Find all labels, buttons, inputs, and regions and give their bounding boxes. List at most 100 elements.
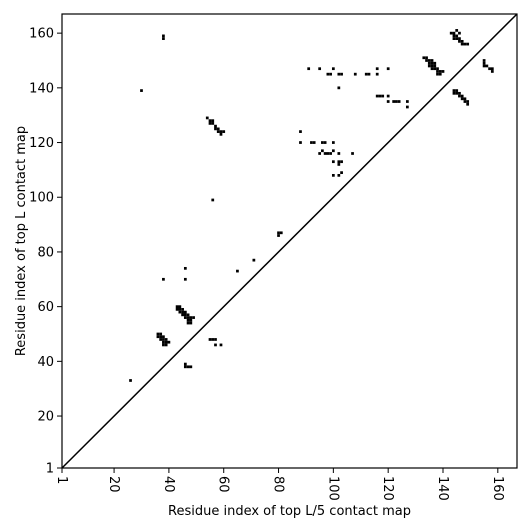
- contact-cell: [455, 34, 459, 38]
- contact-cell: [156, 335, 160, 339]
- contact-cell: [307, 67, 311, 71]
- contact-cell: [452, 91, 456, 95]
- contact-cell: [214, 124, 217, 128]
- contact-cell: [329, 152, 332, 155]
- contact-cell: [436, 67, 439, 71]
- x-tick-label: 60: [216, 476, 231, 493]
- contact-cell: [277, 231, 280, 235]
- y-tick-label: 40: [37, 355, 54, 370]
- contact-cell: [318, 67, 322, 71]
- contact-cell: [178, 308, 182, 311]
- contact-cell: [392, 100, 396, 103]
- contact-cell: [192, 316, 195, 319]
- contact-cell: [466, 102, 470, 106]
- contact-cell: [482, 64, 486, 68]
- y-tick-label: 160: [29, 27, 54, 42]
- contact-cell: [452, 89, 456, 92]
- contact-cell: [183, 362, 187, 366]
- contact-cell: [208, 338, 212, 341]
- contact-cell: [216, 130, 220, 133]
- contact-cell: [427, 64, 431, 68]
- contact-cell: [186, 321, 190, 325]
- y-tick-label: 120: [29, 136, 54, 151]
- contact-cell: [183, 316, 187, 319]
- contact-cell: [164, 340, 168, 344]
- contact-cell: [326, 72, 330, 76]
- contact-cell: [326, 152, 330, 155]
- contact-cell: [159, 335, 163, 339]
- contact-cell: [211, 198, 215, 202]
- contact-cell: [455, 37, 459, 40]
- contact-cell: [351, 152, 354, 155]
- contact-cell: [162, 37, 165, 40]
- contact-cell: [211, 338, 215, 341]
- contact-cell: [460, 39, 464, 43]
- contact-cell: [323, 152, 327, 155]
- contact-cell: [299, 130, 302, 133]
- contact-cell: [189, 321, 193, 325]
- contact-cell: [321, 141, 324, 144]
- contact-cell: [162, 338, 165, 341]
- contact-cell: [463, 100, 467, 103]
- x-tick-label: 120: [380, 476, 395, 501]
- x-tick-label: 40: [161, 476, 176, 493]
- contact-cell: [183, 365, 187, 369]
- contact-cell: [488, 67, 491, 71]
- contact-cell: [458, 91, 461, 95]
- contact-cell: [337, 72, 341, 76]
- contact-cell: [458, 94, 461, 98]
- contact-cell: [436, 70, 439, 73]
- contact-cell: [329, 72, 332, 76]
- contact-cell: [167, 340, 171, 344]
- contact-cell: [337, 173, 341, 177]
- contact-cell: [186, 318, 190, 322]
- contact-cell: [236, 269, 239, 273]
- contact-cell: [490, 70, 494, 73]
- contact-cell: [277, 234, 280, 237]
- contact-cell: [183, 310, 187, 314]
- contact-cell: [433, 67, 437, 71]
- contact-cell: [181, 308, 184, 311]
- contact-cell: [175, 308, 179, 311]
- contact-cell: [441, 70, 445, 73]
- y-tick-label: 140: [29, 81, 54, 96]
- contact-cell: [381, 94, 385, 98]
- contact-cell: [460, 94, 464, 98]
- contact-cell: [252, 258, 256, 262]
- contact-cell: [427, 59, 431, 62]
- contact-cell: [458, 39, 461, 43]
- contact-cell: [455, 89, 459, 92]
- contact-cell: [183, 313, 187, 317]
- contact-cell: [189, 365, 193, 369]
- contact-cell: [186, 365, 190, 369]
- contact-cell: [222, 130, 226, 133]
- x-tick-label: 160: [490, 476, 505, 501]
- contact-cell: [375, 67, 379, 71]
- contact-cell: [340, 171, 343, 174]
- contact-cell: [162, 277, 165, 281]
- contact-cell: [482, 61, 486, 65]
- contact-cell: [189, 318, 193, 322]
- contact-cell: [183, 277, 187, 281]
- contact-cell: [181, 310, 184, 314]
- contact-cell: [178, 305, 182, 309]
- contact-cell: [405, 105, 409, 109]
- contact-cell: [189, 316, 193, 319]
- y-tick-label: 80: [37, 245, 54, 260]
- x-tick-label: 20: [106, 476, 121, 493]
- contact-cell: [466, 42, 470, 46]
- contact-cell: [375, 72, 379, 76]
- contact-cell: [427, 61, 431, 65]
- contact-cell: [211, 119, 215, 123]
- contact-cell: [386, 67, 390, 71]
- contact-cell: [436, 72, 439, 76]
- contact-cell: [216, 127, 220, 131]
- contact-cell: [485, 64, 489, 68]
- x-axis-ticks: 1 20 40 60 80 100 120 140 160: [54, 468, 505, 501]
- y-tick-label: 60: [37, 300, 54, 315]
- contact-cell: [159, 338, 163, 341]
- contact-cell: [279, 231, 283, 235]
- contact-cell: [455, 29, 459, 32]
